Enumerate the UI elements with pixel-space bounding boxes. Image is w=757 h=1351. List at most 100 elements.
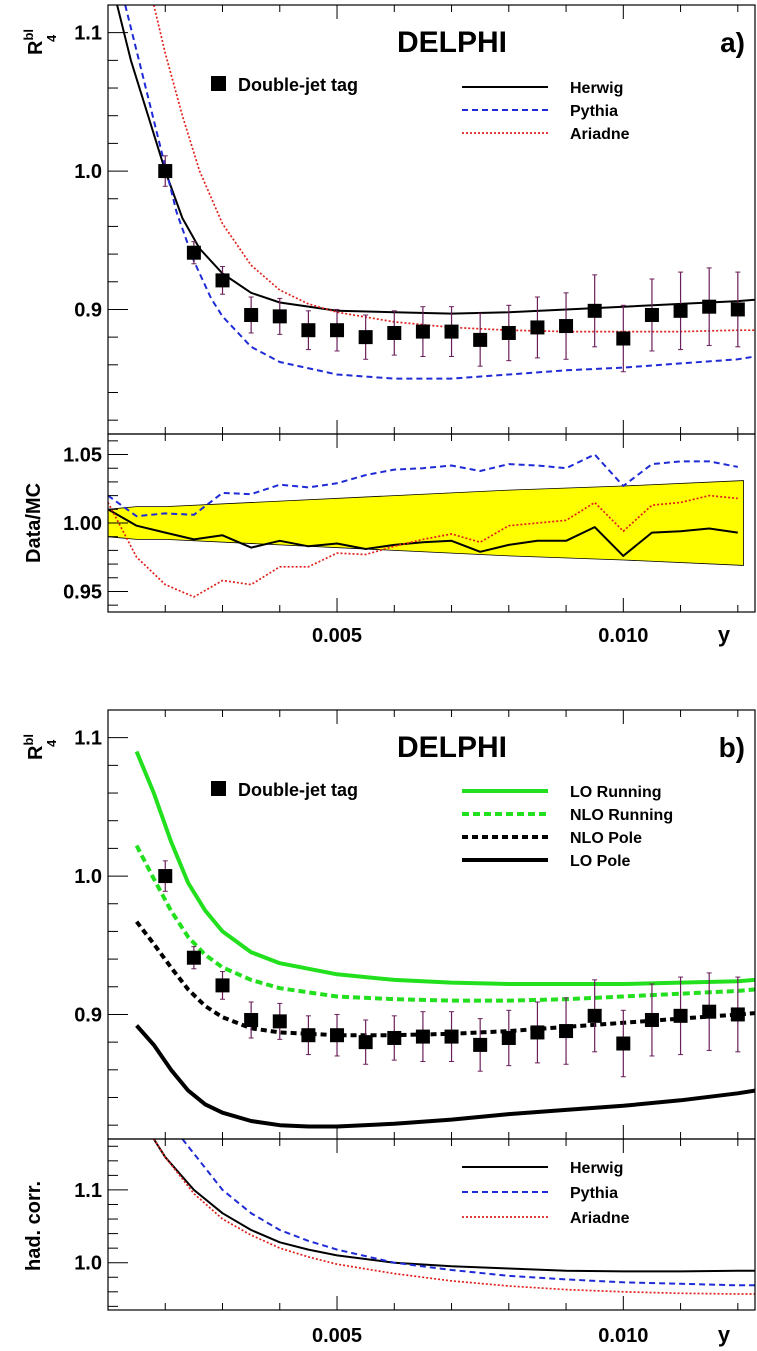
a-main-series-herwig-line [116, 5, 755, 315]
b-main-data-point-8 [387, 1030, 402, 1045]
panel-b-main-y-tick-label: 1.0 [74, 866, 102, 888]
a-main-frame [107, 4, 756, 435]
b-main-data-point-2 [215, 978, 230, 993]
panel-a-ylabel-sup: bl [21, 29, 36, 41]
frame-layer [107, 4, 756, 1311]
a-ratio-uncertainty-band [107, 480, 744, 566]
panel-b-data-legend-label: Double-jet tag [238, 780, 358, 800]
a-main-data-point-2 [215, 273, 230, 288]
panel-a-data-legend-label: Double-jet tag [238, 75, 358, 95]
a-ratio-series-pythia-line [108, 453, 738, 518]
a-main-data-point-18 [673, 303, 688, 318]
legend-layer: Herwig Pythia Ariadne LO Running NLO Running… [462, 80, 673, 1227]
a-main-data-point-3 [244, 307, 259, 322]
panel-a-y-axis-label: Rbl 4 [21, 29, 59, 55]
a-main-data-point-9 [415, 324, 430, 339]
a-main-data-point-17 [644, 307, 659, 322]
a-main-data-point-1 [186, 245, 201, 260]
panel-a-data-legend-marker [211, 76, 226, 91]
tick-layer: 1.1 1.0 0.9 1.05 1.00 0.95 1.1 1.0 0.9 1.1 1.0 0.00… [63, 4, 739, 1347]
b-main-data-point-20 [730, 1007, 745, 1022]
panel-a-legend-label-ariadne: Ariadne [570, 126, 630, 143]
panel-a-ratio-ylabel: Data/MC [23, 483, 45, 563]
panel-a-ratio-y-tick-label: 1.00 [63, 513, 102, 535]
a-main-data-point-15 [587, 303, 602, 318]
panel-a-ylabel-main: R [25, 40, 47, 55]
b-main-data-point-12 [501, 1030, 516, 1045]
b-main-frame [107, 709, 756, 1140]
b-main-data-point-11 [473, 1037, 488, 1052]
b-main-data-point-10 [444, 1029, 459, 1044]
b-main-data-point-6 [330, 1028, 345, 1043]
panel-b-lower-legend-label-ariadne: Ariadne [570, 1210, 630, 1227]
a-main-data-point-10 [444, 324, 459, 339]
panel-b-y-axis-label: Rbl 4 [21, 734, 59, 760]
panel-b-ylabel-sup: bl [21, 734, 36, 746]
b-lower-series-pythia-line [181, 1139, 755, 1287]
panel-b-lower-y-tick-label: 1.0 [74, 1253, 102, 1275]
a-main-data-point-19 [702, 299, 717, 314]
panel-b-label: b) [719, 732, 745, 763]
a-main-data-point-0 [158, 164, 173, 179]
a-main-series-ariadne-line [152, 5, 755, 333]
panel-a-main-y-tick-label: 1.0 [74, 161, 102, 183]
b-main-data-point-19 [702, 1004, 717, 1019]
panel-b-experiment-title: DELPHI [397, 731, 507, 764]
a-main-data-point-16 [616, 331, 631, 346]
panel-b-legend-label-lo-running: LO Running [570, 784, 662, 801]
b-main-data-point-1 [186, 950, 201, 965]
panel-a-ratio-y-tick-label: 0.95 [63, 581, 102, 603]
panel-b-legend-label-nlo-pole: NLO Pole [570, 830, 642, 847]
b-main-data-point-4 [272, 1014, 287, 1029]
a-main-data-point-13 [530, 320, 545, 335]
panel-b-x-tick-label: 0.010 [598, 1325, 648, 1347]
svg-text:Rbl: Rbl [21, 734, 47, 760]
panel-b-lower-y-tick-label: 1.1 [74, 1180, 102, 1202]
b-main-data-point-0 [158, 869, 173, 884]
a-main-data-point-14 [559, 319, 574, 334]
panel-a-main-y-tick-label: 1.1 [74, 23, 102, 45]
a-main-data-point-12 [501, 325, 516, 340]
panel-a-legend-label-pythia: Pythia [570, 103, 618, 120]
b-main-data-point-18 [673, 1008, 688, 1023]
b-main-data-point-7 [358, 1035, 373, 1050]
b-main-data-point-14 [559, 1024, 574, 1039]
panel-b-lower-legend-label-herwig: Herwig [570, 1160, 623, 1177]
panel-a-main-y-tick-label: 0.9 [74, 299, 102, 321]
b-main-data-point-17 [644, 1012, 659, 1027]
panel-a-experiment-title: DELPHI [397, 26, 507, 59]
panel-b-x-tick-label: 0.005 [312, 1325, 362, 1347]
a-main-data-point-7 [358, 330, 373, 345]
panel-a-label: a) [720, 27, 745, 58]
b-main-series-nlo-pole-line [135, 920, 755, 1038]
curve-layer [108, 5, 755, 1295]
b-lower-series-herwig-line [152, 1139, 755, 1273]
b-main-data-point-13 [530, 1025, 545, 1040]
b-main-data-point-5 [301, 1028, 316, 1043]
panel-a-x-tick-label: 0.010 [598, 625, 648, 647]
panel-a-ratio-y-tick-label: 1.05 [63, 445, 102, 467]
b-main-series-lo-running-line [134, 750, 755, 986]
panel-a-x-tick-label: 0.005 [312, 625, 362, 647]
a-main-data-point-8 [387, 325, 402, 340]
a-main-data-point-4 [272, 309, 287, 324]
b-main-data-point-3 [244, 1012, 259, 1027]
panel-a-legend-label-herwig: Herwig [570, 80, 623, 97]
a-ratio-series-ariadne-line [108, 494, 738, 598]
panel-a-x-axis-label: y [718, 622, 731, 647]
data-point-layer [158, 155, 745, 1078]
b-main-data-point-15 [587, 1008, 602, 1023]
panel-b-legend-label-lo-pole: LO Pole [570, 853, 631, 870]
b-lower-frame [107, 1138, 756, 1311]
panel-a-ylabel-sub: 4 [44, 34, 59, 42]
a-main-data-point-6 [330, 323, 345, 338]
b-main-series-lo-pole-line [135, 1024, 755, 1129]
panel-b-ylabel-sub: 4 [44, 739, 59, 747]
a-ratio-series-herwig-line [108, 508, 738, 557]
panel-b-data-legend-marker [211, 781, 226, 796]
panel-b-main-y-tick-label: 0.9 [74, 1004, 102, 1026]
panel-b-main-y-tick-label: 1.1 [74, 728, 102, 750]
panel-b-lower-legend-label-pythia: Pythia [570, 1185, 618, 1202]
panel-b-ylabel-main: R [25, 745, 47, 760]
b-main-data-point-16 [616, 1036, 631, 1051]
